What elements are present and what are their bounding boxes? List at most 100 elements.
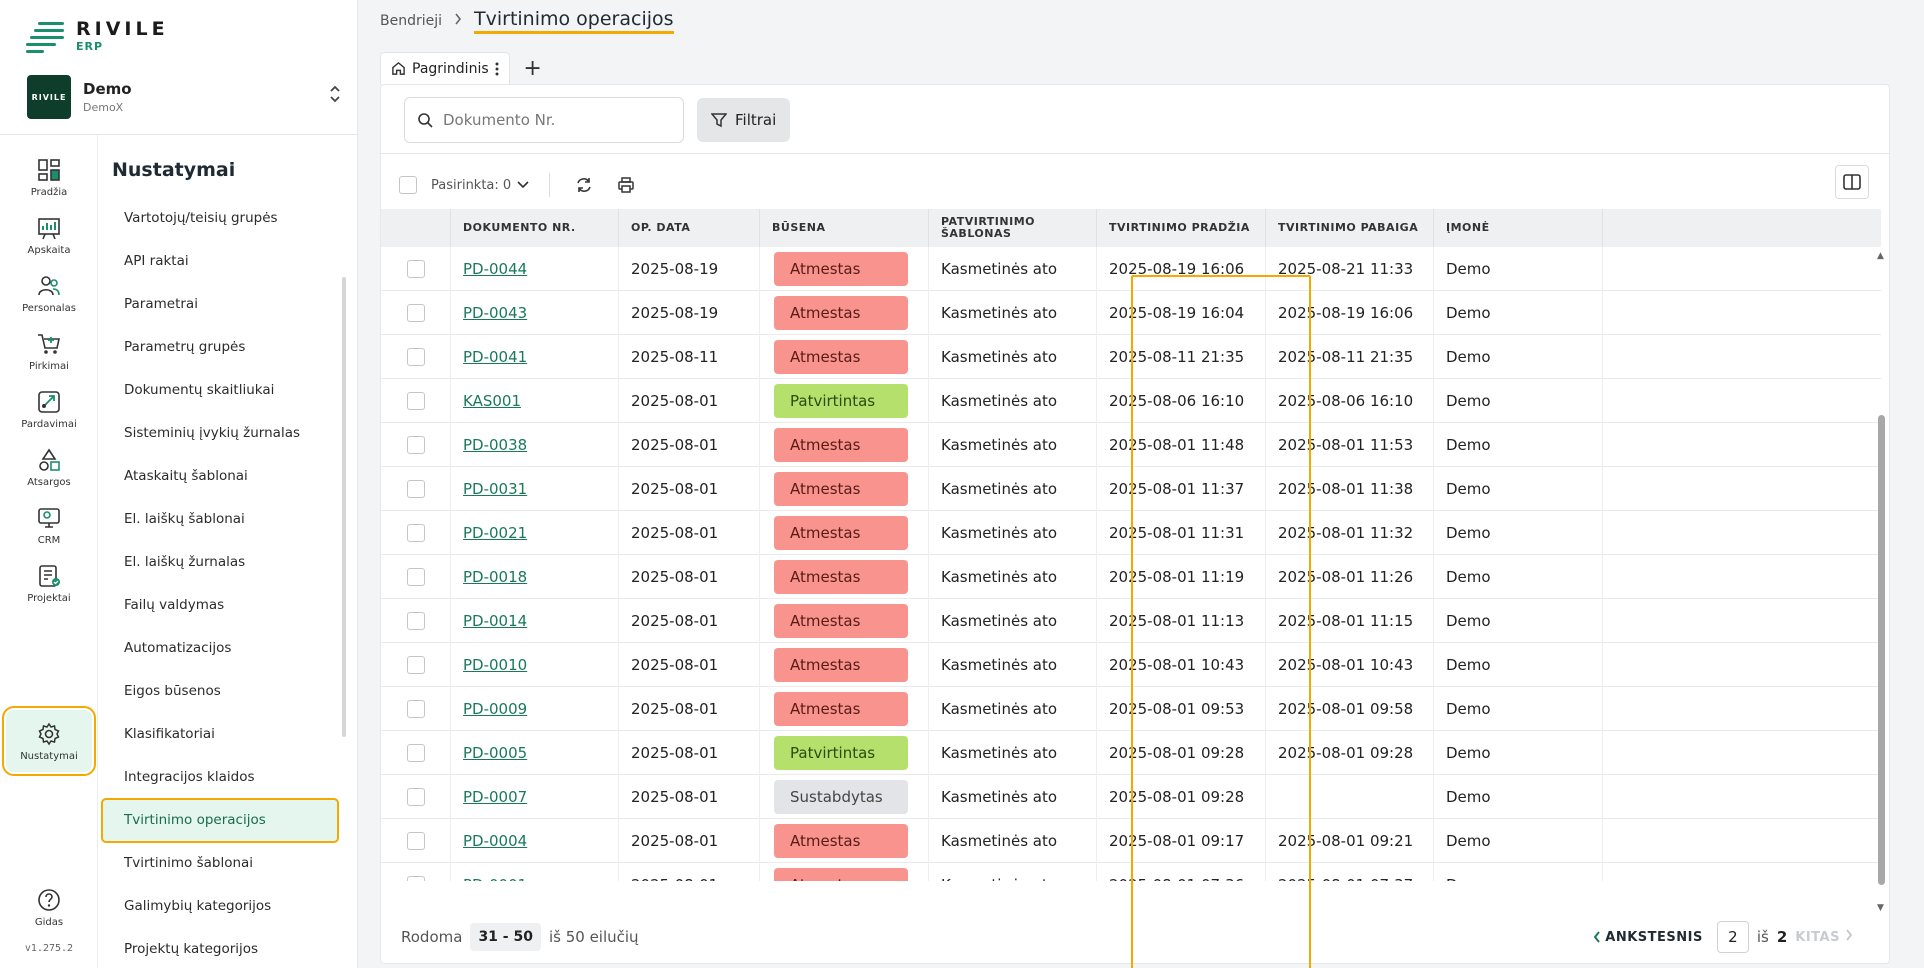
row-checkbox[interactable] — [406, 831, 425, 850]
row-checkbox[interactable] — [406, 655, 425, 674]
table-row[interactable]: PD-0018 2025-08-01 Atmestas Kasmetinės ato 2… — [381, 554, 1881, 599]
submenu-item[interactable]: Sisteminių įvykių žurnalas — [124, 425, 300, 441]
row-checkbox[interactable] — [406, 567, 425, 586]
doc-number-link[interactable]: PD-0021 — [463, 523, 528, 542]
rail-item-apskaita[interactable]: Apskaita — [6, 204, 92, 266]
header-company[interactable]: ĮMONĖ — [1434, 209, 1603, 247]
next-page-button[interactable]: KITAS — [1795, 929, 1853, 945]
scroll-up-icon[interactable]: ▲ — [1877, 251, 1884, 261]
submenu-item[interactable]: Ataskaitų šablonai — [124, 468, 248, 484]
submenu-item[interactable]: Parametrų grupės — [124, 339, 246, 355]
submenu-item[interactable]: Galimybių kategorijos — [124, 898, 272, 914]
search-box[interactable] — [404, 97, 684, 143]
submenu-item[interactable]: Automatizacijos — [124, 640, 232, 656]
header-doc-number[interactable]: DOKUMENTO NR. — [451, 209, 619, 247]
row-checkbox[interactable] — [406, 875, 425, 881]
tab-pagrindinis[interactable]: Pagrindinis — [380, 52, 510, 84]
doc-number-link[interactable]: PD-0018 — [463, 567, 528, 586]
doc-number-link[interactable]: PD-0041 — [463, 347, 528, 366]
header-status[interactable]: BŪSENA — [760, 209, 929, 247]
doc-number-link[interactable]: PD-0004 — [463, 831, 528, 850]
rail-item-nustatymai[interactable]: Nustatymai — [2, 706, 96, 776]
table-row[interactable]: PD-0044 2025-08-19 Atmestas Kasmetinės ato 2… — [381, 247, 1881, 291]
submenu-item[interactable]: Eigos būsenos — [124, 683, 221, 699]
breadcrumb-parent[interactable]: Bendrieji — [380, 13, 443, 29]
row-checkbox[interactable] — [406, 259, 425, 278]
submenu-item[interactable]: Parametrai — [124, 296, 198, 312]
chevron-down-icon[interactable] — [517, 181, 529, 189]
submenu-item[interactable]: Failų valdymas — [124, 597, 225, 613]
submenu-item[interactable]: El. laiškų žurnalas — [124, 554, 246, 570]
kebab-menu-icon[interactable] — [495, 62, 499, 76]
brand-logo[interactable]: RIVILE ERP — [26, 18, 169, 53]
doc-number-link[interactable]: PD-0005 — [463, 743, 528, 762]
doc-number-link[interactable]: PD-0043 — [463, 303, 528, 322]
submenu-item[interactable]: Integracijos klaidos — [124, 769, 255, 785]
scroll-down-icon[interactable]: ▼ — [1877, 903, 1884, 913]
doc-number-link[interactable]: PD-0038 — [463, 435, 528, 454]
chevron-updown-icon[interactable] — [329, 85, 341, 107]
row-checkbox[interactable] — [406, 391, 425, 410]
rail-item-pardavimai[interactable]: Pardavimai — [6, 378, 92, 440]
doc-number-link[interactable]: PD-0001 — [463, 876, 527, 882]
filters-button[interactable]: Filtrai — [697, 98, 791, 142]
table-row[interactable]: PD-0043 2025-08-19 Atmestas Kasmetinės ato 2… — [381, 290, 1881, 335]
submenu-scrollbar[interactable] — [342, 277, 346, 737]
submenu-item[interactable]: Projektų kategorijos — [124, 941, 259, 957]
row-checkbox[interactable] — [406, 787, 425, 806]
doc-number-link[interactable]: KAS001 — [463, 391, 521, 410]
submenu-item[interactable]: Tvirtinimo šablonai — [124, 855, 254, 871]
rail-item-pradzia[interactable]: Pradžia — [6, 146, 92, 208]
doc-number-link[interactable]: PD-0007 — [463, 787, 528, 806]
doc-number-link[interactable]: PD-0031 — [463, 479, 528, 498]
refresh-button[interactable] — [570, 171, 598, 199]
header-template[interactable]: PATVIRTINIMO ŠABLONAS — [929, 209, 1097, 247]
previous-page-button[interactable]: ANKSTESNIS — [1593, 930, 1703, 945]
table-row[interactable]: PD-0004 2025-08-01 Atmestas Kasmetinės ato 2… — [381, 818, 1881, 863]
header-op-date[interactable]: OP. DATA — [619, 209, 760, 247]
row-checkbox[interactable] — [406, 611, 425, 630]
rail-item-atsargos[interactable]: Atsargos — [6, 436, 92, 498]
rail-item-projektai[interactable]: Projektai — [6, 552, 92, 614]
header-end[interactable]: TVIRTINIMO PABAIGA — [1266, 209, 1434, 247]
doc-number-link[interactable]: PD-0009 — [463, 699, 528, 718]
submenu-item[interactable]: API raktai — [124, 253, 189, 269]
rail-item-gidas[interactable]: Gidas — [6, 887, 92, 943]
table-row[interactable]: PD-0007 2025-08-01 Sustabdytas Kasmetinės a… — [381, 774, 1881, 819]
header-start[interactable]: TVIRTINIMO PRADŽIA — [1097, 209, 1266, 247]
table-row[interactable]: PD-0005 2025-08-01 Patvirtintas Kasmetinės … — [381, 730, 1881, 775]
row-checkbox[interactable] — [406, 347, 425, 366]
submenu-item[interactable]: Dokumentų skaitliukai — [124, 382, 275, 398]
table-row[interactable]: PD-0021 2025-08-01 Atmestas Kasmetinės ato 2… — [381, 510, 1881, 555]
table-row[interactable]: PD-0038 2025-08-01 Atmestas Kasmetinės ato 2… — [381, 422, 1881, 467]
table-scrollbar-thumb[interactable] — [1878, 415, 1885, 885]
row-checkbox[interactable] — [406, 303, 425, 322]
column-layout-button[interactable] — [1835, 165, 1869, 199]
print-button[interactable] — [612, 171, 640, 199]
table-row[interactable]: KAS001 2025-08-01 Patvirtintas Kasmetinės a… — [381, 378, 1881, 423]
table-row[interactable]: PD-0014 2025-08-01 Atmestas Kasmetinės ato 2… — [381, 598, 1881, 643]
row-checkbox[interactable] — [406, 699, 425, 718]
add-tab-button[interactable]: + — [523, 55, 542, 81]
doc-number-link[interactable]: PD-0010 — [463, 655, 528, 674]
doc-number-link[interactable]: PD-0014 — [463, 611, 528, 630]
table-row[interactable]: PD-0041 2025-08-11 Atmestas Kasmetinės ato 2… — [381, 334, 1881, 379]
select-all-checkbox[interactable] — [399, 176, 417, 194]
row-checkbox[interactable] — [406, 435, 425, 454]
doc-number-link[interactable]: PD-0044 — [463, 259, 528, 278]
row-checkbox[interactable] — [406, 479, 425, 498]
table-row[interactable]: PD-0009 2025-08-01 Atmestas Kasmetinės ato 2… — [381, 686, 1881, 731]
submenu-item[interactable]: Klasifikatoriai — [124, 726, 215, 742]
page-number-input[interactable]: 2 — [1716, 921, 1749, 953]
row-checkbox[interactable] — [406, 743, 425, 762]
company-switcher[interactable]: RIVILE Demo DemoX — [27, 73, 341, 121]
rail-item-pirkimai[interactable]: Pirkimai — [6, 320, 92, 382]
rail-item-personalas[interactable]: Personalas — [6, 262, 92, 324]
submenu-item[interactable]: Tvirtinimo operacijos — [101, 798, 339, 843]
search-input[interactable] — [443, 111, 663, 129]
table-row[interactable]: PD-0031 2025-08-01 Atmestas Kasmetinės ato 2… — [381, 466, 1881, 511]
row-checkbox[interactable] — [406, 523, 425, 542]
table-row[interactable]: PD-0010 2025-08-01 Atmestas Kasmetinės ato 2… — [381, 642, 1881, 687]
rail-item-crm[interactable]: CRM — [6, 494, 92, 556]
